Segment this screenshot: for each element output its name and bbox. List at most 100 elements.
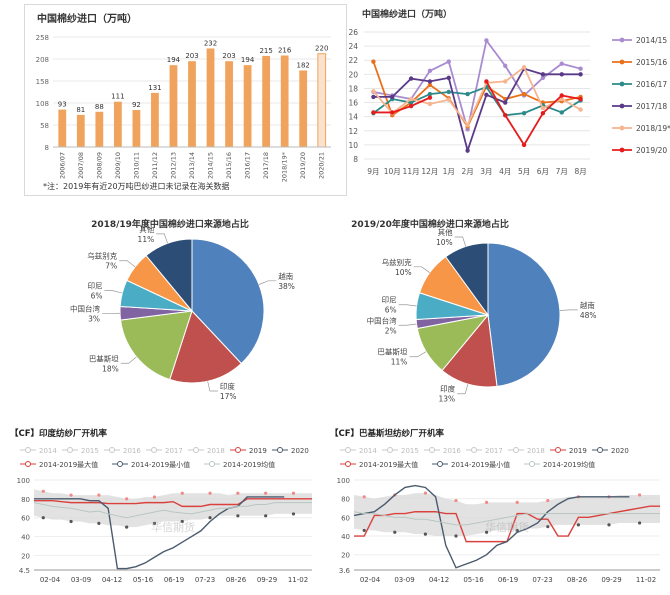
max-point [485, 501, 488, 504]
slice-percent: 13% [438, 395, 455, 404]
leader-line [457, 384, 468, 394]
bar [188, 61, 196, 147]
watermark: 华信期货 [151, 520, 195, 534]
pie-slice [488, 243, 560, 386]
chart-title: 2019/20年度中国棉纱进口来源地占比 [351, 218, 509, 230]
legend-label: 2018 [207, 447, 225, 455]
data-point [409, 97, 413, 101]
min-point [97, 522, 100, 525]
legend-label: 2015/16 [636, 58, 667, 67]
data-point [390, 95, 394, 99]
legend-label: 2014-2019最大值 [39, 460, 98, 469]
x-tick-label: 8月 [574, 167, 586, 176]
x-tick-label: 03-09 [71, 576, 91, 584]
bar [318, 54, 326, 147]
min-point [69, 520, 72, 523]
slice-name: 其他 [139, 224, 154, 234]
legend-label: 2018/19* [636, 124, 670, 133]
series-2015/16 [371, 59, 583, 128]
min-point [454, 534, 457, 537]
max-point [181, 492, 184, 495]
min-point [577, 523, 580, 526]
min-point [546, 525, 549, 528]
legend-label: 2014-2019最小值 [451, 460, 510, 469]
bar [244, 65, 252, 147]
min-point [424, 533, 427, 536]
data-point [541, 106, 545, 110]
slice-percent: 10% [395, 268, 412, 277]
y-tick-label: 20 [348, 70, 358, 79]
legend-marker [530, 462, 535, 467]
bar [262, 56, 270, 147]
data-label: 194 [167, 56, 181, 64]
chart-title: 中国棉纱进口（万吨） [362, 8, 452, 20]
max-point [292, 492, 295, 495]
data-label: 131 [148, 84, 161, 92]
y-tick-label: 20 [21, 552, 30, 560]
series-2014/15 [371, 38, 583, 131]
legend-marker [194, 448, 199, 453]
legend-marker [152, 448, 157, 453]
x-tick-label: 2018/19* [281, 151, 289, 182]
x-tick-label: 2019/20 [299, 152, 307, 179]
bar [58, 110, 66, 147]
max-point [454, 499, 457, 502]
slice-percent: 38% [278, 282, 295, 291]
leader-line [455, 237, 466, 247]
x-tick-label: 08-26 [226, 576, 247, 584]
y-tick-label: 60 [21, 515, 30, 523]
leader-line [121, 357, 137, 363]
data-point [465, 123, 469, 127]
slice-name: 巴基斯坦 [377, 347, 407, 357]
legend-marker [472, 448, 477, 453]
min-point [393, 531, 396, 534]
x-tick-label: 12月 [421, 167, 438, 176]
legend-marker [620, 60, 625, 65]
legend-marker [110, 448, 115, 453]
slice-percent: 11% [138, 235, 155, 244]
data-label: 215 [259, 47, 272, 55]
data-point [560, 72, 564, 76]
x-tick-label: 9月 [367, 167, 379, 176]
data-point [371, 89, 375, 93]
y-tick-label: 108 [36, 100, 49, 108]
max-point [264, 492, 267, 495]
min-point [42, 516, 45, 519]
slice-name: 印度 [220, 381, 235, 391]
legend-label: 2016 [443, 447, 461, 455]
x-tick-label: 11-02 [288, 576, 308, 584]
min-point [264, 514, 267, 517]
max-point [42, 490, 45, 493]
data-point [409, 76, 413, 80]
data-point [428, 69, 432, 73]
leader-line [560, 310, 578, 311]
slice-name: 乌兹别克 [382, 257, 412, 267]
slice-percent: 17% [220, 392, 237, 401]
slice-name: 印尼 [88, 282, 103, 291]
data-point [447, 90, 451, 94]
max-point [638, 493, 641, 496]
y-tick-label: 14 [348, 113, 358, 122]
data-label: 182 [297, 61, 310, 69]
data-label: 88 [95, 103, 104, 111]
x-tick-label: 2010/11 [132, 152, 140, 179]
data-point [447, 98, 451, 102]
x-tick-label: 09-29 [257, 576, 277, 584]
legend-marker [620, 82, 625, 87]
data-point [371, 110, 375, 114]
legend-label: 2016 [123, 447, 141, 455]
y-tick-label: 100 [17, 477, 30, 485]
data-point [447, 76, 451, 80]
legend-label: 2019 [249, 447, 267, 455]
data-label: 232 [204, 39, 217, 47]
y-tick-label: 58 [40, 122, 49, 130]
y-tick-label: 8 [45, 144, 49, 152]
legend-marker [236, 448, 241, 453]
legend-marker [210, 462, 215, 467]
max-point [546, 499, 549, 502]
x-tick-label: 04-12 [429, 576, 449, 584]
legend-marker [26, 462, 31, 467]
